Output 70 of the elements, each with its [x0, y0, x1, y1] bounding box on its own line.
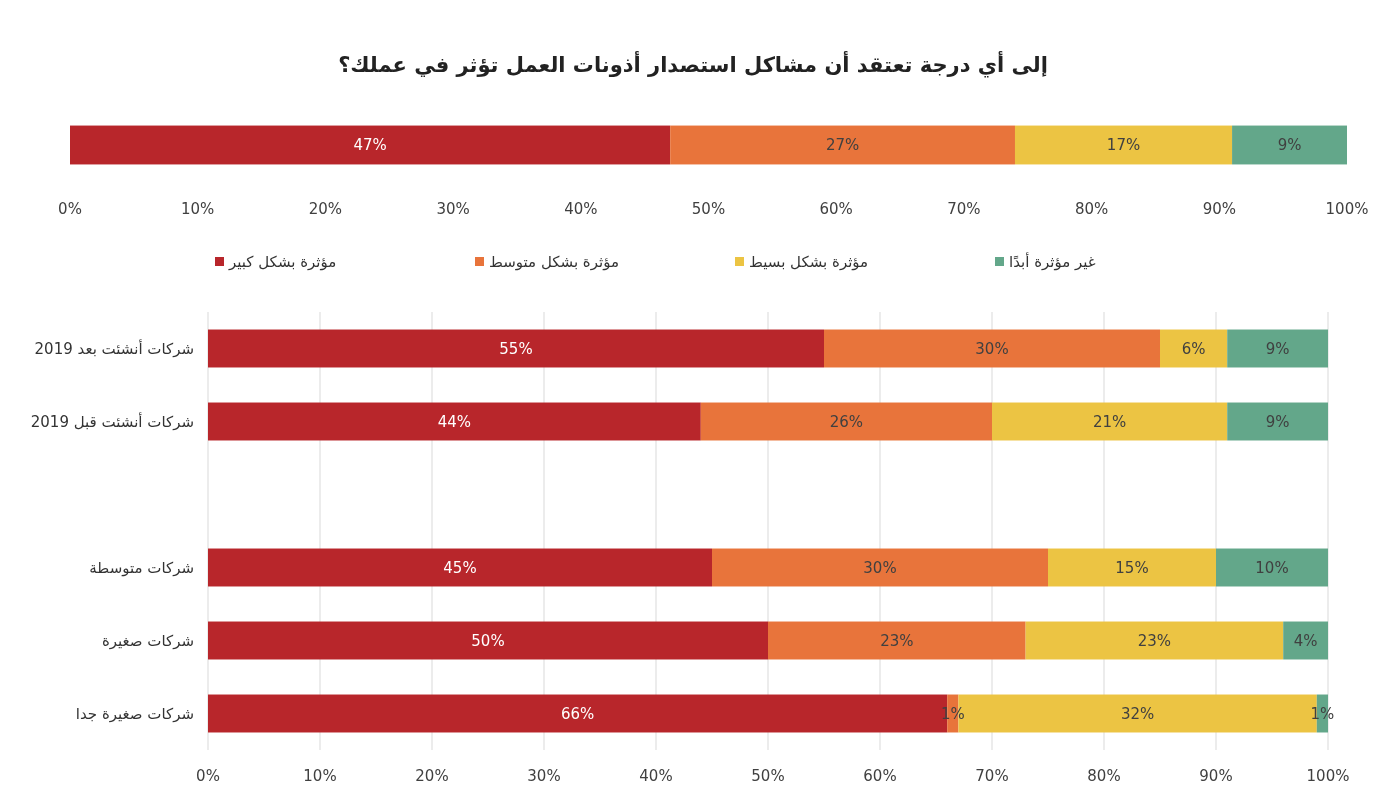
y-tick-label: شركات صغيرة جدا — [75, 704, 194, 723]
data-label: 9% — [1265, 339, 1290, 358]
x-tick-label: 90% — [1199, 767, 1233, 785]
x-tick-label: 70% — [975, 767, 1009, 785]
data-label: 26% — [829, 412, 864, 431]
x-tick-label: 50% — [751, 767, 785, 785]
data-label: 50% — [471, 631, 505, 650]
y-tick-label: شركات صغيرة — [101, 631, 194, 650]
x-tick-label: 60% — [819, 200, 853, 218]
bar — [1227, 402, 1328, 441]
data-label: 47% — [353, 136, 387, 154]
bar — [768, 621, 1026, 660]
bar — [1048, 548, 1216, 587]
data-label: 55% — [499, 339, 533, 358]
bar — [992, 402, 1228, 441]
bar — [1227, 329, 1328, 368]
data-label: 9% — [1265, 412, 1290, 431]
y-tick-label: شركات متوسطة — [89, 558, 194, 577]
data-label: 32% — [1120, 704, 1155, 723]
legend-label: غير مؤثرة أبدًا — [1009, 252, 1096, 271]
bar — [208, 548, 712, 587]
data-label: 6% — [1181, 339, 1206, 358]
data-label: 21% — [1092, 412, 1127, 431]
legend-label: مؤثرة بشكل كبير — [228, 253, 337, 271]
x-tick-label: 20% — [308, 200, 343, 218]
data-label: 45% — [443, 558, 477, 577]
bar — [1160, 329, 1228, 368]
bar — [208, 329, 824, 368]
x-tick-label: 100% — [1306, 767, 1350, 785]
data-label: 1% — [940, 704, 965, 723]
bar — [1025, 621, 1284, 660]
data-label: 15% — [1115, 558, 1149, 577]
x-tick-label: 50% — [691, 200, 726, 218]
x-tick-label: 30% — [436, 200, 470, 218]
x-tick-label: 100% — [1325, 200, 1369, 218]
bar — [824, 329, 1160, 368]
data-label: 9% — [1277, 136, 1302, 154]
legend-label: مؤثرة بشكل متوسط — [489, 253, 619, 271]
x-tick-label: 10% — [181, 200, 215, 218]
data-label: 17% — [1106, 136, 1141, 154]
x-tick-label: 70% — [947, 200, 981, 218]
x-tick-label: 60% — [863, 767, 897, 785]
bar — [712, 548, 1048, 587]
data-label: 27% — [825, 136, 860, 154]
x-tick-label: 40% — [564, 200, 598, 218]
x-tick-label: 20% — [415, 767, 449, 785]
x-tick-label: 40% — [639, 767, 673, 785]
y-tick-label: شركات أنشئت قبل 2019 — [30, 411, 194, 431]
data-label: 4% — [1293, 631, 1318, 650]
x-tick-label: 0% — [196, 767, 220, 785]
legend-label: مؤثرة بشكل بسيط — [749, 253, 869, 271]
x-tick-label: 80% — [1074, 200, 1109, 218]
x-tick-label: 0% — [58, 200, 82, 218]
x-tick-label: 30% — [527, 767, 561, 785]
data-label: 30% — [975, 339, 1009, 358]
bar — [208, 621, 768, 660]
bar — [700, 402, 992, 441]
data-label: 44% — [437, 412, 472, 431]
data-label: 23% — [880, 631, 914, 650]
bar — [1216, 548, 1328, 587]
y-tick-label: شركات أنشئت بعد 2019 — [34, 338, 194, 358]
x-tick-label: 10% — [303, 767, 337, 785]
bar — [208, 402, 701, 441]
data-label: 66% — [560, 704, 595, 723]
chart-title: إلى أي درجة تعتقد أن مشاكل استصدار أذونات العمل تؤثر في عملك؟ — [338, 50, 1048, 78]
data-label: 30% — [863, 558, 897, 577]
x-tick-label: 80% — [1087, 767, 1121, 785]
data-label: 23% — [1137, 631, 1172, 650]
data-label: 10% — [1255, 558, 1289, 577]
x-tick-label: 90% — [1202, 200, 1236, 218]
